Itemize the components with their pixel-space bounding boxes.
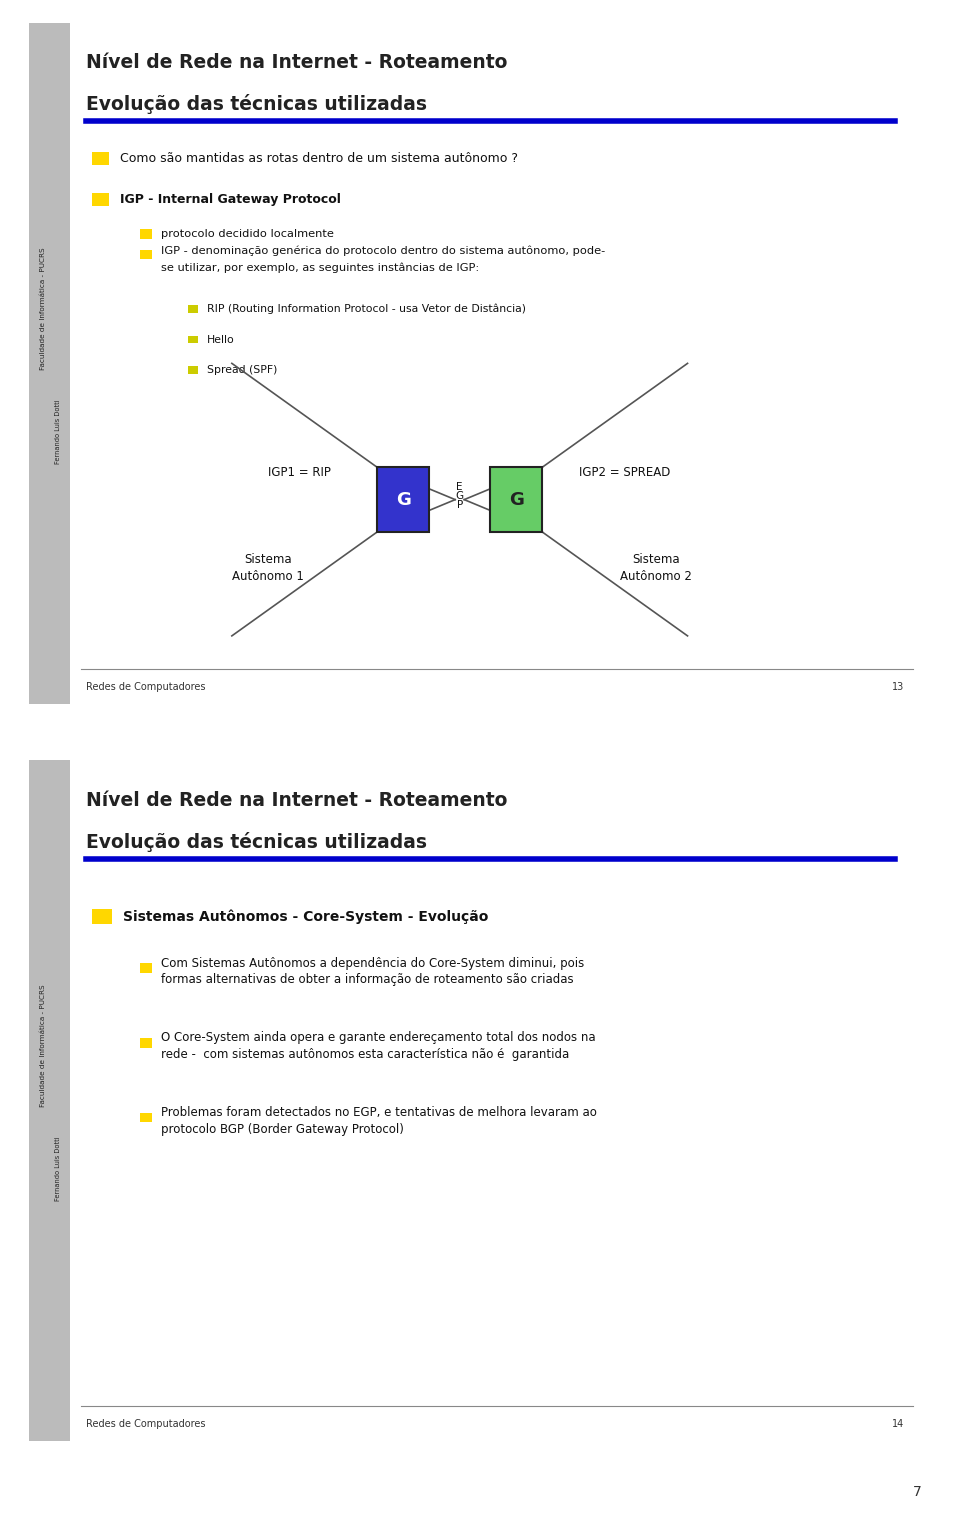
Text: IGP - Internal Gateway Protocol: IGP - Internal Gateway Protocol — [120, 194, 341, 206]
Text: Sistema
Autônomo 2: Sistema Autônomo 2 — [620, 553, 692, 583]
Text: Hello: Hello — [206, 335, 234, 345]
Text: Sistema
Autônomo 1: Sistema Autônomo 1 — [232, 553, 304, 583]
FancyBboxPatch shape — [140, 250, 153, 259]
FancyBboxPatch shape — [29, 23, 70, 704]
Text: se utilizar, por exemplo, as seguintes instâncias de IGP:: se utilizar, por exemplo, as seguintes i… — [161, 263, 480, 273]
FancyBboxPatch shape — [187, 336, 198, 344]
Text: G: G — [396, 491, 411, 509]
Text: E
G
P: E G P — [456, 481, 464, 510]
FancyBboxPatch shape — [187, 306, 198, 312]
Text: G: G — [509, 491, 523, 509]
FancyBboxPatch shape — [140, 1113, 153, 1122]
FancyBboxPatch shape — [92, 910, 111, 924]
Text: rede -  com sistemas autônomos esta característica não é  garantida: rede - com sistemas autônomos esta carac… — [161, 1048, 569, 1061]
Text: Redes de Computadores: Redes de Computadores — [85, 1419, 205, 1429]
FancyBboxPatch shape — [140, 229, 153, 239]
Text: Nível de Rede na Internet - Roteamento: Nível de Rede na Internet - Roteamento — [85, 790, 507, 810]
Text: Evolução das técnicas utilizadas: Evolução das técnicas utilizadas — [85, 831, 426, 851]
Text: Sistemas Autônomos - Core-System - Evolução: Sistemas Autônomos - Core-System - Evolu… — [123, 910, 488, 924]
FancyBboxPatch shape — [140, 1039, 153, 1048]
Text: 7: 7 — [913, 1485, 922, 1499]
Text: protocolo BGP (Border Gateway Protocol): protocolo BGP (Border Gateway Protocol) — [161, 1123, 404, 1136]
FancyBboxPatch shape — [92, 153, 109, 165]
FancyBboxPatch shape — [29, 760, 70, 1441]
FancyBboxPatch shape — [92, 194, 109, 206]
Text: Nível de Rede na Internet - Roteamento: Nível de Rede na Internet - Roteamento — [85, 53, 507, 73]
Text: formas alternativas de obter a informação de roteamento são criadas: formas alternativas de obter a informaçã… — [161, 974, 574, 986]
Bar — [377, 468, 429, 531]
Text: Fernando Luis Dotti: Fernando Luis Dotti — [55, 400, 60, 463]
FancyBboxPatch shape — [187, 366, 198, 374]
Text: Redes de Computadores: Redes de Computadores — [85, 681, 205, 692]
Text: IGP2 = SPREAD: IGP2 = SPREAD — [579, 466, 670, 478]
Text: IGP1 = RIP: IGP1 = RIP — [268, 466, 331, 478]
Text: 14: 14 — [892, 1419, 904, 1429]
Text: Faculdade de Informática - PUCRS: Faculdade de Informática - PUCRS — [40, 248, 46, 369]
Text: 13: 13 — [892, 681, 904, 692]
Bar — [490, 468, 542, 531]
Text: IGP - denominação genérica do protocolo dentro do sistema autônomo, pode-: IGP - denominação genérica do protocolo … — [161, 245, 606, 256]
Text: protocolo decidido localmente: protocolo decidido localmente — [161, 229, 334, 239]
Text: Evolução das técnicas utilizadas: Evolução das técnicas utilizadas — [85, 94, 426, 114]
Text: Fernando Luis Dotti: Fernando Luis Dotti — [55, 1137, 60, 1201]
Text: Com Sistemas Autônomos a dependência do Core-System diminui, pois: Com Sistemas Autônomos a dependência do … — [161, 957, 585, 969]
Text: RIP (Routing Information Protocol - usa Vetor de Distância): RIP (Routing Information Protocol - usa … — [206, 304, 525, 313]
Text: Faculdade de Informática - PUCRS: Faculdade de Informática - PUCRS — [40, 986, 46, 1107]
Text: Como são mantidas as rotas dentro de um sistema autônomo ?: Como são mantidas as rotas dentro de um … — [120, 153, 518, 165]
Text: O Core-System ainda opera e garante endereçamento total dos nodos na: O Core-System ainda opera e garante ende… — [161, 1031, 596, 1045]
Text: Spread (SPF): Spread (SPF) — [206, 365, 276, 375]
Text: Problemas foram detectados no EGP, e tentativas de melhora levaram ao: Problemas foram detectados no EGP, e ten… — [161, 1107, 597, 1119]
FancyBboxPatch shape — [140, 963, 153, 972]
